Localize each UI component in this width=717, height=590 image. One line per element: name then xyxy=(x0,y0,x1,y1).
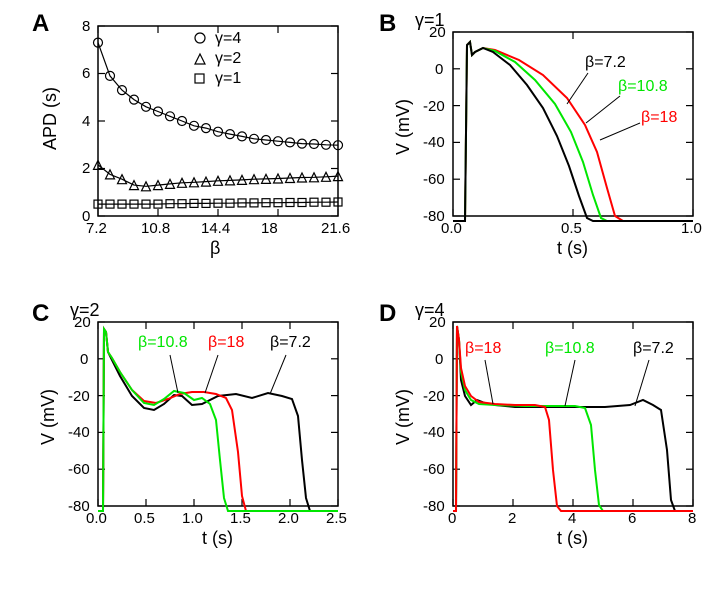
panel-a: A xyxy=(20,10,350,280)
xtick: 0.0 xyxy=(86,510,107,527)
ytick: -20 xyxy=(423,388,445,405)
xtick: 0.5 xyxy=(134,510,155,527)
legend: γ=1 xyxy=(215,70,241,88)
annot: β=10.8 xyxy=(545,340,595,358)
ytick: 20 xyxy=(74,314,91,331)
ytick: -20 xyxy=(423,98,445,115)
ytick: -60 xyxy=(68,461,90,478)
xtick: 1.0 xyxy=(182,510,203,527)
annot: β=18 xyxy=(208,334,244,352)
panel-c: C γ=2 -80 -60 -40 -20 0 20 0. xyxy=(20,300,350,580)
xtick: 18 xyxy=(261,220,278,237)
ytick: 0 xyxy=(435,61,443,78)
ylabel: V (mV) xyxy=(393,99,414,155)
ytick: -40 xyxy=(68,424,90,441)
ytick: 2 xyxy=(82,160,90,177)
xlabel: t (s) xyxy=(202,528,233,549)
ytick: 6 xyxy=(82,65,90,82)
ytick: -20 xyxy=(68,388,90,405)
ytick: -40 xyxy=(423,134,445,151)
panel-b: B γ=1 -80 -60 -40 -20 0 20 0.0 0.5 1.0 t… xyxy=(375,10,705,280)
ytick: 0 xyxy=(80,351,88,368)
ytick: 0 xyxy=(435,351,443,368)
xtick: 6 xyxy=(628,510,636,527)
xtick: 2 xyxy=(508,510,516,527)
ytick: 20 xyxy=(429,24,446,41)
xtick: 14.4 xyxy=(201,220,230,237)
annot: β=18 xyxy=(641,109,677,127)
xtick: 4 xyxy=(568,510,576,527)
panel-d: D γ=4 -80 -60 -40 -20 0 20 0 2 4 xyxy=(375,300,705,580)
legend: γ=4 xyxy=(215,30,241,48)
xtick: 1.5 xyxy=(230,510,251,527)
ytick: -40 xyxy=(423,424,445,441)
ytick: -60 xyxy=(423,171,445,188)
ytick: -80 xyxy=(423,498,445,515)
xtick: 1.0 xyxy=(681,220,702,237)
xtick: 7.2 xyxy=(86,220,107,237)
xtick: 2.0 xyxy=(278,510,299,527)
xtick: 10.8 xyxy=(141,220,170,237)
xlabel: t (s) xyxy=(557,528,588,549)
xtick: 8 xyxy=(688,510,696,527)
xlabel: β xyxy=(210,238,220,259)
annot: β=10.8 xyxy=(138,334,188,352)
legend: γ=2 xyxy=(215,50,241,68)
panel-a-plot xyxy=(20,10,350,280)
annot: β=7.2 xyxy=(633,340,674,358)
ylabel: V (mV) xyxy=(38,389,59,445)
xtick: 2.5 xyxy=(326,510,347,527)
annot: β=18 xyxy=(465,340,501,358)
xtick: 21.6 xyxy=(321,220,350,237)
xtick: 0.5 xyxy=(561,220,582,237)
ytick: 20 xyxy=(429,314,446,331)
ylabel: V (mV) xyxy=(393,389,414,445)
xtick: 0.0 xyxy=(441,220,462,237)
ytick: 8 xyxy=(82,18,90,35)
ytick: 4 xyxy=(82,113,90,130)
ylabel: APD (s) xyxy=(40,87,61,150)
ytick: -60 xyxy=(423,461,445,478)
annot: β=7.2 xyxy=(585,54,626,72)
xtick: 0 xyxy=(448,510,456,527)
xlabel: t (s) xyxy=(557,238,588,259)
annot: β=7.2 xyxy=(270,334,311,352)
annot: β=10.8 xyxy=(618,78,668,96)
